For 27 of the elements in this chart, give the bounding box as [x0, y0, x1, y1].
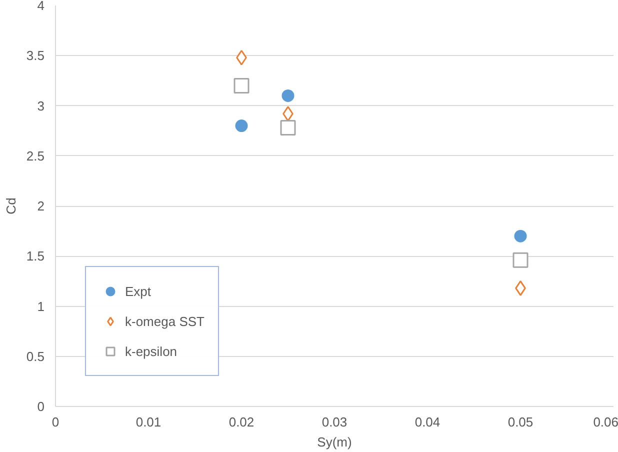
x-tick-label: 0.04 [414, 414, 440, 430]
point [234, 78, 250, 94]
point [235, 120, 248, 132]
legend-label: k-omega SST [125, 314, 204, 328]
y-tick-label: 3.5 [26, 48, 45, 64]
x-tick-label: 0.03 [322, 414, 348, 430]
point [512, 252, 528, 268]
x-axis-title: Sy(m) [317, 434, 352, 450]
x-tick-label: 0 [52, 414, 60, 430]
y-tick-label: 2 [37, 198, 45, 214]
legend-label: Expt [125, 284, 152, 298]
point [282, 89, 294, 102]
y-tick-label: 2.5 [26, 148, 45, 164]
point [514, 230, 527, 242]
x-tick-label: 0.05 [508, 414, 534, 430]
x-tick-label: 0.06 [593, 414, 618, 430]
y-tick-label: 3 [37, 98, 45, 114]
point [280, 120, 296, 136]
y-tick-label: 0.5 [26, 348, 45, 364]
y-tick-label: 0 [37, 399, 45, 414]
y-axis-title: Cd [3, 198, 18, 214]
y-tick-label: 1.5 [26, 248, 45, 264]
legend-label: k-epsilon [125, 344, 178, 358]
y-tick-label: 1 [37, 298, 45, 314]
x-tick-label: 0.02 [228, 414, 254, 430]
x-tick-label: 0.01 [136, 414, 162, 430]
y-tick-label: 4 [37, 0, 45, 13]
